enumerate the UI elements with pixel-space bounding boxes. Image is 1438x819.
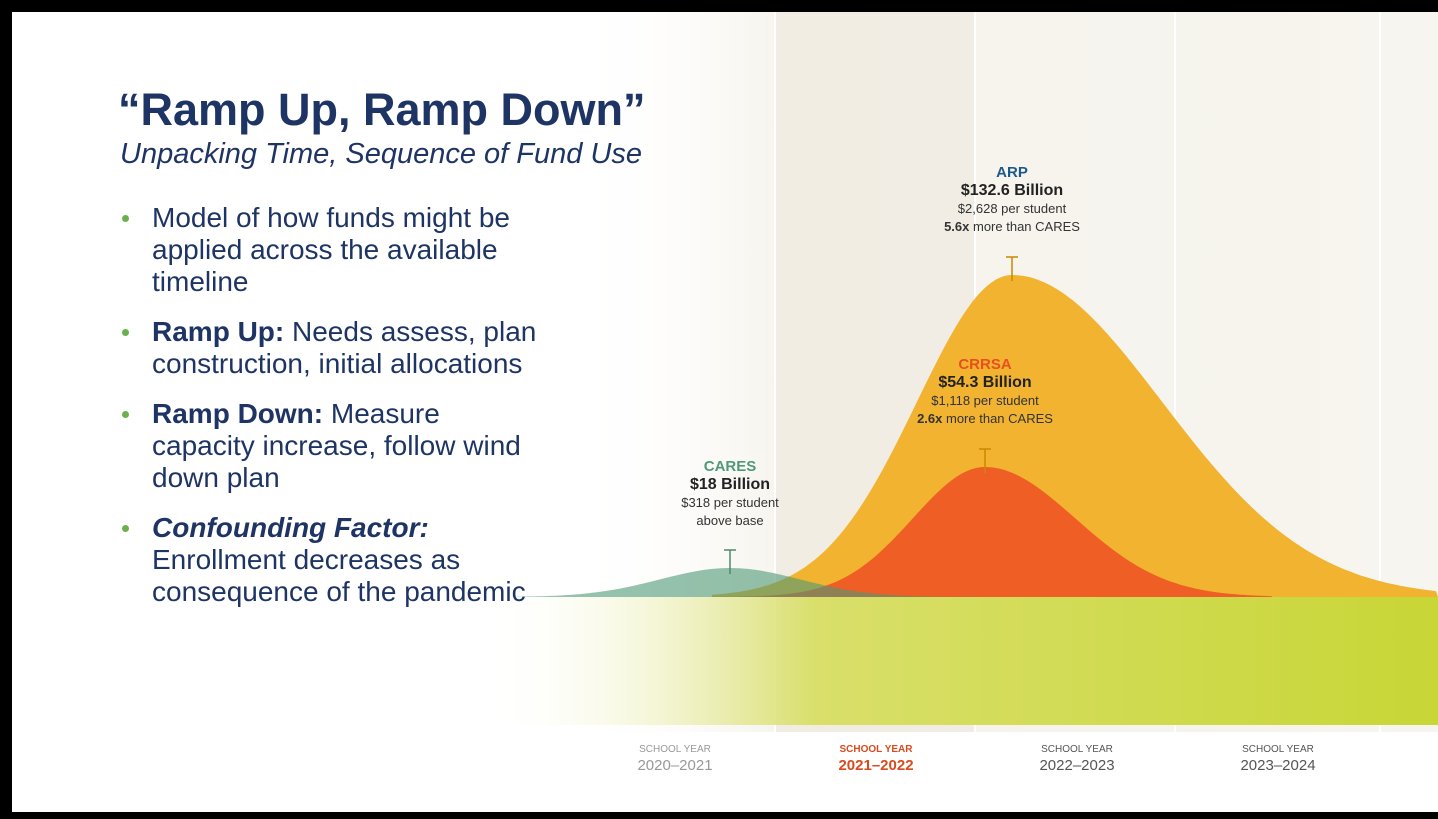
bullet-list: Model of how funds might be applied acro… [120, 202, 540, 626]
slide: “Ramp Up, Ramp Down” Unpacking Time, Seq… [12, 12, 1438, 812]
multiplier-line: 5.6x more than CARES [944, 218, 1080, 236]
fund-amount: $132.6 Billion [960, 182, 1064, 199]
comparison: more than CARES [973, 219, 1080, 234]
school-year: SCHOOL YEAR 2023–2024 [1240, 744, 1315, 774]
multiplier-line: 2.6x more than CARES [917, 410, 1053, 428]
fund-note: above base [696, 513, 764, 528]
multiplier: 5.6x [944, 219, 970, 234]
per-student: $318 per student [681, 495, 779, 510]
bullet-text: Needs assess, plan construction, initial… [152, 316, 537, 379]
bullet-lead: Ramp Down: [152, 398, 324, 429]
per-student: $1,118 per student [931, 393, 1039, 408]
cares-curve [512, 568, 1012, 597]
multiplier: 2.6x [917, 411, 943, 426]
chart-art [482, 12, 1438, 732]
subtitle: Unpacking Time, Sequence of Fund Use [120, 138, 643, 170]
fund-label: CARES $18 Billion $318 per student above ba… [681, 458, 779, 530]
fund-amount: $18 Billion [689, 476, 771, 493]
year-caption: SCHOOL YEAR [1242, 744, 1314, 755]
crrsa-curve [712, 467, 1272, 597]
arp-curve [712, 275, 1438, 597]
fund-label: ARP $132.6 Billion $2,628 per student 5.6x … [944, 164, 1080, 236]
year-caption: SCHOOL YEAR [1041, 744, 1113, 755]
fund-name: CRRSA [958, 356, 1012, 373]
bullet: Ramp Up: Needs assess, plan construction… [120, 316, 540, 380]
fund-name: CARES [703, 458, 757, 475]
bullet-text: Model of how funds might be applied acro… [152, 202, 510, 297]
year-caption: SCHOOL YEAR [839, 744, 913, 755]
bullet: Confounding Factor: Enrollment decreases… [120, 512, 540, 608]
bullet-lead: Ramp Up: [152, 316, 285, 347]
bullet-lead: Confounding Factor: [152, 512, 429, 543]
fund-amount: $54.3 Billion [938, 374, 1032, 391]
school-year: SCHOOL YEAR 2022–2023 [1039, 744, 1114, 774]
peak-marker [724, 549, 736, 574]
bullet-text: Measure capacity increase, follow wind d… [152, 398, 521, 493]
bullet: Model of how funds might be applied acro… [120, 202, 540, 298]
comparison: more than CARES [946, 411, 1053, 426]
fund-label: CRRSA $54.3 Billion $1,118 per student 2.6x… [917, 356, 1053, 428]
year-range: 2020–2021 [637, 757, 713, 774]
title: “Ramp Up, Ramp Down” [118, 84, 646, 135]
year-range: 2023–2024 [1240, 757, 1316, 774]
peak-marker [979, 448, 991, 473]
year-range: 2022–2023 [1039, 757, 1115, 774]
school-year: SCHOOL YEAR 2021–2022 [838, 744, 913, 774]
year-caption: SCHOOL YEAR [639, 744, 711, 755]
bullet-text: Enrollment decreases as consequence of t… [152, 544, 526, 607]
year-range: 2021–2022 [838, 757, 914, 774]
per-student: $2,628 per student [957, 201, 1067, 216]
bullet: Ramp Down: Measure capacity increase, fo… [120, 398, 540, 494]
enrollment-band [482, 597, 1438, 725]
peak-marker [1006, 256, 1018, 281]
school-year: SCHOOL YEAR 2020–2021 [637, 744, 712, 774]
fund-name: ARP [996, 164, 1028, 181]
